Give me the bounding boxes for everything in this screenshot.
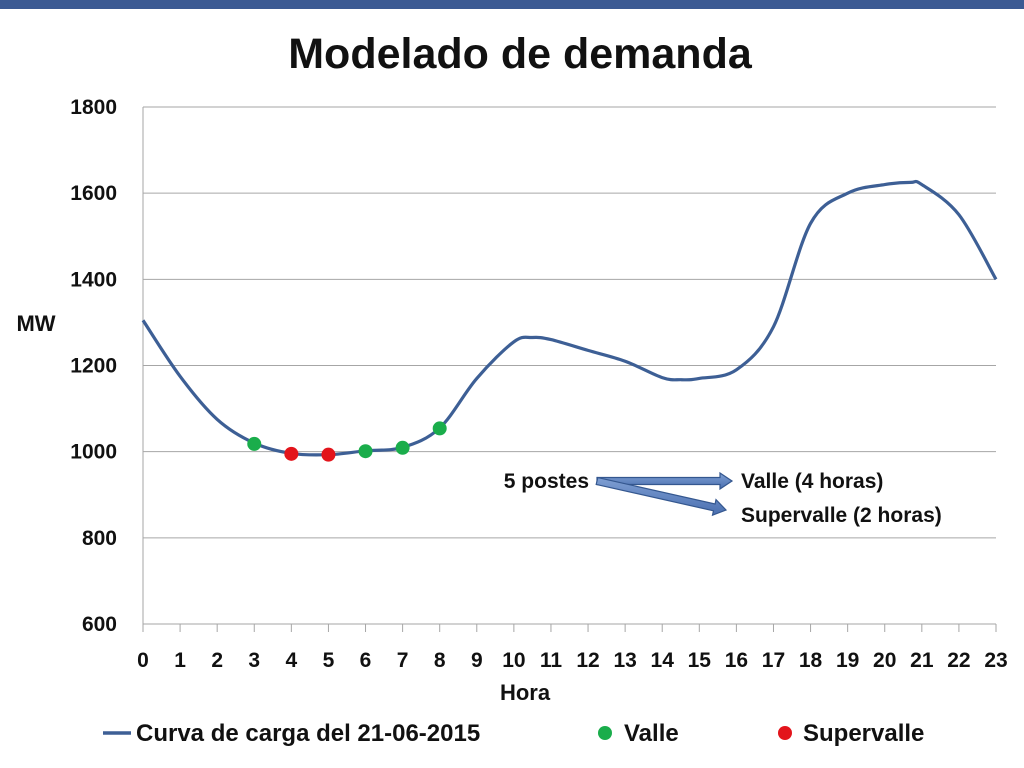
x-tick-label-21: 21 [910,649,934,672]
annotation-source: 5 postes [504,470,589,493]
y-tick-label-1400: 1400 [70,268,117,291]
x-tick-label-17: 17 [762,649,785,672]
annotation-target-valle: Valle (4 horas) [741,470,883,493]
x-tick-label-12: 12 [576,649,599,672]
x-tick-label-23: 23 [984,649,1007,672]
x-tick-label-8: 8 [434,649,446,672]
x-tick-label-7: 7 [397,649,409,672]
y-axis-label: MW [16,311,55,336]
y-tick-label-1800: 1800 [70,96,117,119]
legend-label-valle: Valle [624,720,679,747]
x-tick-label-0: 0 [137,649,149,672]
x-tick-label-6: 6 [360,649,372,672]
x-tick-label-18: 18 [799,649,823,672]
y-tick-label-600: 600 [82,613,117,636]
x-tick-label-19: 19 [836,649,859,672]
y-tick-label-1600: 1600 [70,182,117,205]
x-tick-label-22: 22 [947,649,970,672]
x-tick-label-9: 9 [471,649,483,672]
valle-point-8 [432,421,447,436]
arrow-to-supervalle [595,476,728,517]
chart-title: Modelado de demanda [288,30,752,78]
legend-supervalle-swatch [778,726,792,740]
legend-layer: Curva de carga del 21-06-2015 Valle Superv… [103,720,924,747]
series-layer [141,179,998,462]
annotation-layer: 5 postes Valle (4 horas) Supervalle (2 hor… [504,470,942,527]
x-axis-label: Hora [500,680,551,705]
valle-point-3 [247,436,262,451]
x-tick-label-14: 14 [651,649,675,672]
grid-layer [143,106,996,625]
x-tick-label-3: 3 [248,649,260,672]
legend-valle-swatch [598,726,612,740]
valle-point-7 [395,440,410,455]
annotation-target-supervalle: Supervalle (2 horas) [741,504,942,527]
x-tick-label-20: 20 [873,649,896,672]
x-tick-label-1: 1 [174,649,186,672]
x-tick-label-16: 16 [725,649,748,672]
load-curve-line [141,179,998,457]
valle-point-6 [358,444,373,459]
x-tick-label-10: 10 [502,649,525,672]
supervalle-point-4 [284,446,299,461]
supervalle-point-5 [321,447,336,462]
x-tick-label-15: 15 [688,649,712,672]
x-tick-label-13: 13 [613,649,636,672]
x-tick-label-4: 4 [286,649,298,672]
y-tick-label-1000: 1000 [70,441,117,464]
x-tick-label-11: 11 [540,649,563,672]
y-tick-label-800: 800 [82,527,117,550]
y-tick-label-1200: 1200 [70,355,117,378]
x-tick-label-2: 2 [211,649,223,672]
x-tick-label-5: 5 [323,649,335,672]
legend-label-supervalle: Supervalle [803,720,924,747]
legend-label-curve: Curva de carga del 21-06-2015 [136,720,480,747]
top-accent-bar [0,0,1024,9]
